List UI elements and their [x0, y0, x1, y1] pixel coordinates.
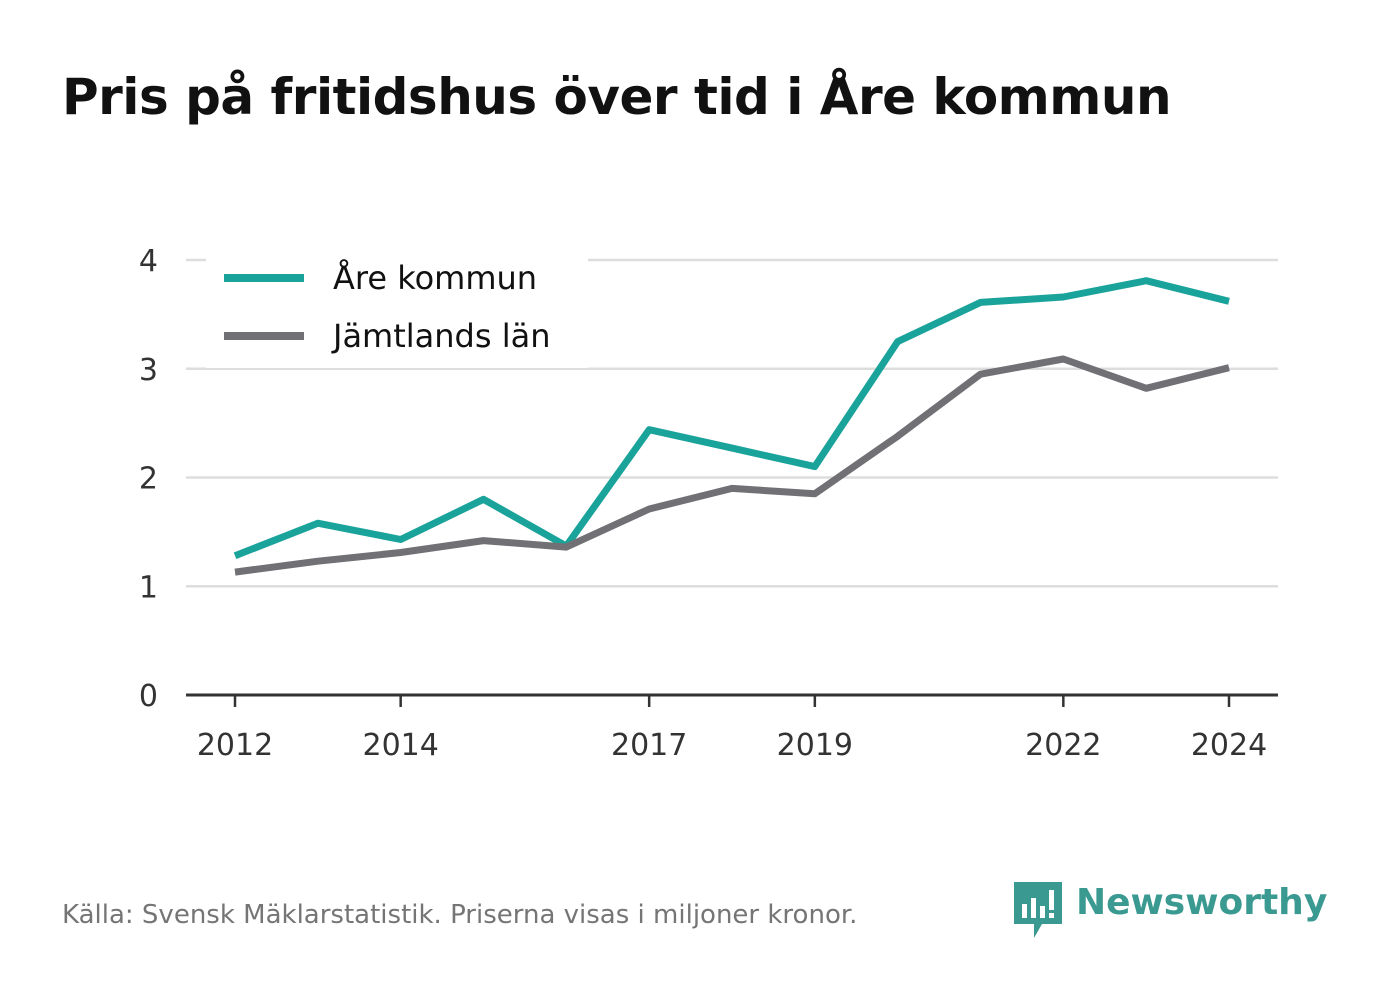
- y-tick-label: 3: [139, 353, 158, 388]
- brand-logo[interactable]: Newsworthy: [1012, 880, 1327, 940]
- x-tick-label: 2022: [1025, 728, 1101, 763]
- x-tick-label: 2017: [611, 728, 687, 763]
- newsworthy-logo-icon: [1014, 882, 1062, 938]
- y-tick-label: 2: [139, 462, 158, 497]
- series-line-1: [234, 355, 1230, 576]
- x-tick-label: 2024: [1191, 728, 1267, 763]
- x-tick-label: 2019: [777, 728, 853, 763]
- y-tick-label: 4: [139, 244, 158, 279]
- legend-label-0: Åre kommun: [333, 259, 537, 297]
- legend-label-1: Jämtlands län: [331, 317, 550, 355]
- chart-title: Pris på fritidshus över tid i Åre kommun: [62, 68, 1172, 126]
- source-note: Källa: Svensk Mäklarstatistik. Priserna …: [62, 900, 858, 930]
- y-axis-labels: 0 1 2 3 4: [139, 244, 158, 714]
- legend: Åre kommun Jämtlands län: [206, 248, 588, 368]
- y-tick-label: 0: [139, 679, 158, 714]
- x-axis-ticks: 2012 2014 2017 2019 2022 2024: [197, 695, 1267, 763]
- y-tick-label: 1: [139, 570, 158, 605]
- x-tick-label: 2014: [362, 728, 438, 763]
- brand-name: Newsworthy: [1076, 882, 1328, 923]
- legend-background: [206, 248, 588, 368]
- x-tick-label: 2012: [197, 728, 273, 763]
- series-line-0: [233, 277, 1230, 560]
- series-lines: [233, 277, 1230, 576]
